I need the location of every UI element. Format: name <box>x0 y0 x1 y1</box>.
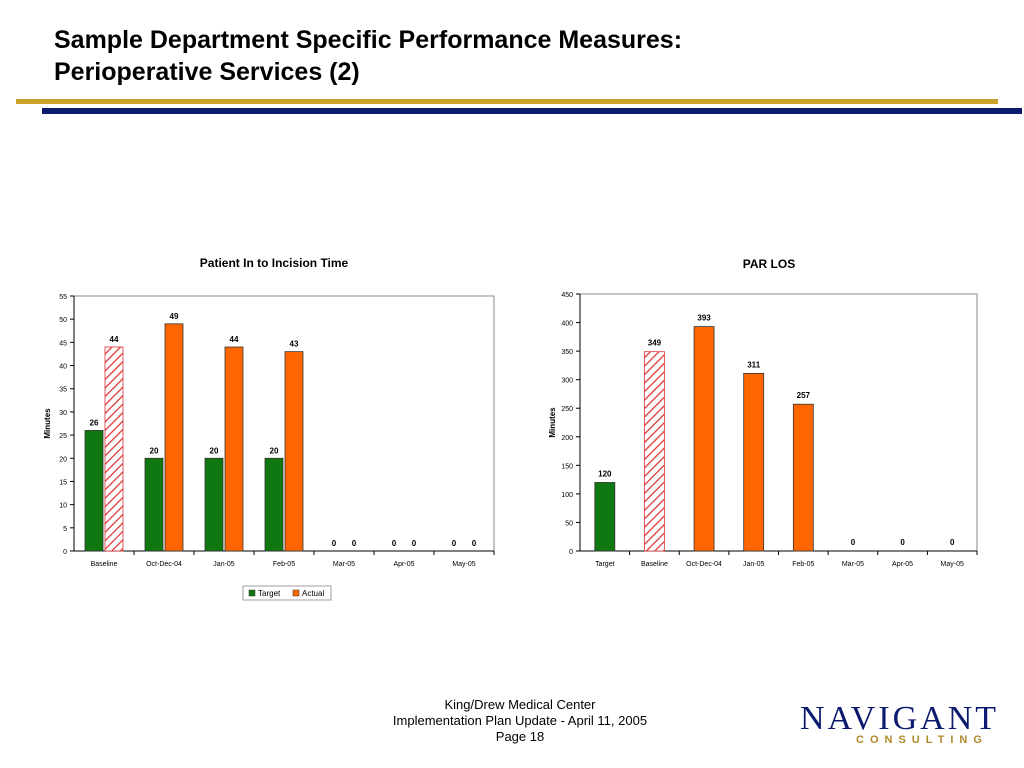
bar-actual <box>792 403 814 552</box>
gold-divider <box>16 99 998 104</box>
y-tick-label: 250 <box>561 406 573 413</box>
data-label: 20 <box>270 446 279 455</box>
bar-actual <box>743 372 765 552</box>
y-tick-label: 5 <box>63 526 67 533</box>
bar-actual <box>693 326 715 552</box>
bar-target <box>264 457 284 552</box>
data-label: 0 <box>392 539 397 548</box>
navigant-logo: NAVIGANT CONSULTING <box>800 700 996 750</box>
chart-title: Patient In to Incision Time <box>200 256 349 270</box>
bar-actual <box>104 346 124 552</box>
x-tick-label: Target <box>595 561 615 568</box>
data-label: 44 <box>110 335 119 344</box>
logo-subtitle: CONSULTING <box>856 734 988 746</box>
x-tick-label: Apr-05 <box>892 561 913 568</box>
x-tick-label: Feb-05 <box>792 561 814 568</box>
footer-update: Implementation Plan Update - April 11, 2… <box>392 713 648 728</box>
y-axis-label: Minutes <box>43 408 52 439</box>
chart-title: PAR LOS <box>743 257 795 271</box>
y-tick-label: 300 <box>561 378 573 385</box>
x-tick-label: Feb-05 <box>273 561 295 568</box>
bar-actual <box>164 323 184 552</box>
data-label: 0 <box>950 538 955 547</box>
data-label: 311 <box>747 360 760 369</box>
data-label: 26 <box>90 418 99 427</box>
data-label: 0 <box>352 539 357 548</box>
x-tick-label: Baseline <box>91 561 118 568</box>
footer-page-number: Page 18 <box>495 729 545 744</box>
data-label: 393 <box>697 314 711 323</box>
y-tick-label: 150 <box>561 463 573 470</box>
data-label: 257 <box>797 391 811 400</box>
y-tick-label: 50 <box>59 317 67 324</box>
y-tick-label: 25 <box>59 433 67 440</box>
data-label: 120 <box>598 469 612 478</box>
x-tick-label: Mar-05 <box>842 561 864 568</box>
logo-wordmark: NAVIGANT <box>800 700 1000 737</box>
slide-title-line-1: Sample Department Specific Performance M… <box>54 26 683 54</box>
legend-label-actual: Actual <box>302 589 324 598</box>
bar-target <box>144 457 164 552</box>
data-label: 0 <box>851 538 856 547</box>
data-label: 43 <box>290 340 299 349</box>
y-tick-label: 15 <box>59 479 67 486</box>
y-axis-label: Minutes <box>548 407 557 438</box>
y-tick-label: 50 <box>565 520 573 527</box>
y-tick-label: 55 <box>59 294 67 301</box>
plot-area <box>579 293 978 552</box>
x-tick-label: Mar-05 <box>333 561 355 568</box>
bar-actual <box>224 346 244 552</box>
data-label: 0 <box>472 539 477 548</box>
legend: Target Actual <box>242 585 332 601</box>
y-tick-label: 450 <box>561 292 573 299</box>
y-tick-label: 20 <box>59 456 67 463</box>
y-tick-label: 35 <box>59 387 67 394</box>
data-label: 0 <box>412 539 417 548</box>
bar-target <box>204 457 224 552</box>
slide-title: Sample Department Specific Performance M… <box>54 24 682 88</box>
navy-divider <box>42 108 1022 114</box>
legend-box <box>242 585 332 601</box>
data-label: 0 <box>452 539 457 548</box>
data-label: 20 <box>210 446 219 455</box>
y-tick-label: 200 <box>561 435 573 442</box>
x-tick-label: Baseline <box>641 561 668 568</box>
y-tick-label: 45 <box>59 340 67 347</box>
y-tick-label: 0 <box>63 549 67 556</box>
data-label: 0 <box>900 538 905 547</box>
data-label: 0 <box>332 539 337 548</box>
y-tick-label: 0 <box>569 549 573 556</box>
data-label: 49 <box>170 312 179 321</box>
y-tick-label: 10 <box>59 503 67 510</box>
bar-hatched <box>644 351 665 552</box>
footer-org: King/Drew Medical Center <box>444 697 596 712</box>
bar-target <box>84 430 104 552</box>
y-tick-label: 400 <box>561 321 573 328</box>
x-tick-label: May-05 <box>941 561 964 568</box>
chart-par-los: PAR LOS 0 50 100 150 200 250 300 350 400 450 Minute… <box>548 257 978 568</box>
x-tick-label: Oct-Dec-04 <box>686 561 722 568</box>
x-tick-label: Oct-Dec-04 <box>146 561 182 568</box>
y-tick-label: 100 <box>561 492 573 499</box>
x-tick-label: May-05 <box>452 561 475 568</box>
bar-target <box>594 482 616 552</box>
slide-title-line-2: Perioperative Services (2) <box>54 58 360 86</box>
legend-label-target: Target <box>258 589 281 598</box>
chart-patient-in-to-incision: Patient In to Incision Time 0 5 10 15 20 25 30 3… <box>43 256 495 601</box>
plot-area <box>73 295 495 552</box>
x-tick-label: Jan-05 <box>743 561 765 568</box>
legend-swatch-actual <box>292 589 300 597</box>
x-tick-label: Jan-05 <box>213 561 235 568</box>
y-tick-label: 40 <box>59 364 67 371</box>
data-label: 20 <box>150 446 159 455</box>
x-tick-label: Apr-05 <box>393 561 414 568</box>
footer: King/Drew Medical Center Implementation … <box>360 697 680 745</box>
y-tick-label: 350 <box>561 349 573 356</box>
bar-actual <box>284 351 304 552</box>
y-tick-label: 30 <box>59 410 67 417</box>
data-label: 44 <box>230 335 239 344</box>
data-label: 349 <box>648 339 662 348</box>
legend-swatch-target <box>248 589 256 597</box>
